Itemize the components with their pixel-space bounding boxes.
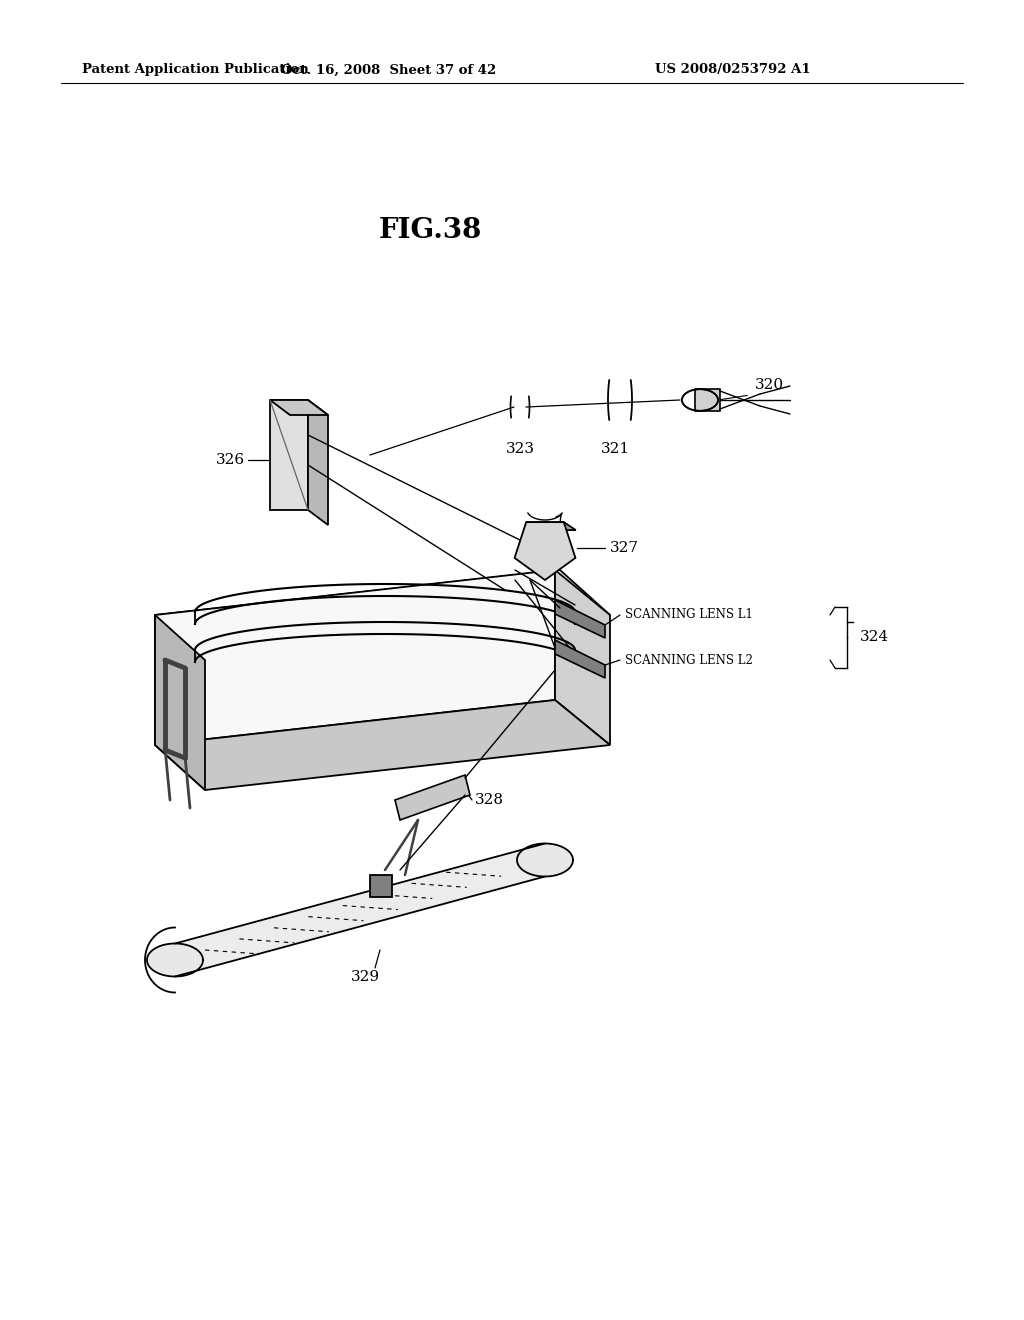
- Polygon shape: [147, 944, 203, 977]
- Polygon shape: [155, 570, 555, 744]
- Polygon shape: [555, 640, 605, 678]
- Polygon shape: [308, 400, 328, 525]
- Text: 320: 320: [755, 378, 784, 392]
- Text: SCANNING LENS L2: SCANNING LENS L2: [625, 653, 753, 667]
- Text: Oct. 16, 2008  Sheet 37 of 42: Oct. 16, 2008 Sheet 37 of 42: [282, 63, 497, 77]
- Polygon shape: [155, 570, 610, 660]
- Polygon shape: [270, 400, 328, 414]
- Text: 329: 329: [350, 970, 380, 983]
- Text: US 2008/0253792 A1: US 2008/0253792 A1: [655, 63, 811, 77]
- Text: 328: 328: [475, 793, 504, 807]
- Polygon shape: [555, 601, 605, 638]
- Polygon shape: [370, 875, 392, 898]
- Text: 326: 326: [216, 453, 245, 467]
- Text: SCANNING LENS L1: SCANNING LENS L1: [625, 609, 753, 622]
- Polygon shape: [155, 700, 610, 789]
- Text: 321: 321: [600, 442, 630, 455]
- Polygon shape: [155, 615, 205, 789]
- Polygon shape: [695, 389, 720, 411]
- Text: Patent Application Publication: Patent Application Publication: [82, 63, 308, 77]
- Polygon shape: [526, 523, 575, 531]
- Polygon shape: [517, 843, 573, 876]
- Polygon shape: [175, 843, 545, 977]
- Polygon shape: [515, 523, 575, 579]
- Polygon shape: [555, 570, 610, 744]
- Polygon shape: [395, 775, 470, 820]
- Text: 323: 323: [506, 442, 535, 455]
- Text: 327: 327: [610, 541, 639, 554]
- Text: 324: 324: [860, 630, 889, 644]
- Text: FIG.38: FIG.38: [379, 218, 481, 244]
- Polygon shape: [270, 400, 308, 510]
